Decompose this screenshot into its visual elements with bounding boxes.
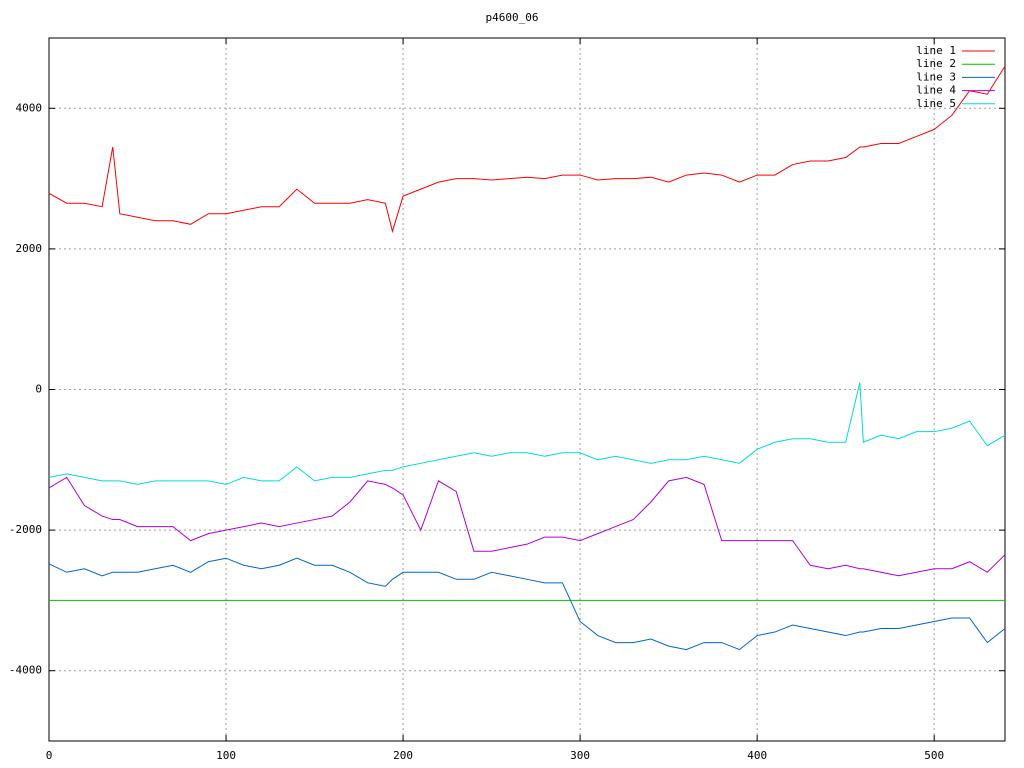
x-tick-label: 500 — [924, 749, 944, 762]
x-tick-label: 200 — [393, 749, 413, 762]
series-line — [48, 382, 1006, 485]
y-tick-label: -4000 — [9, 664, 42, 677]
chart-title: p4600_06 — [486, 11, 539, 24]
x-tick-label: 0 — [46, 749, 53, 762]
x-tick-label: 100 — [216, 749, 236, 762]
y-tick-label: 4000 — [16, 101, 43, 114]
legend-label: line 2 — [916, 57, 956, 70]
series-line — [48, 476, 1006, 577]
y-tick-label: 2000 — [16, 242, 43, 255]
y-tick-label: 0 — [35, 383, 42, 396]
legend-label: line 5 — [916, 97, 956, 110]
series-line — [48, 557, 1006, 651]
x-tick-label: 400 — [747, 749, 767, 762]
legend-label: line 3 — [916, 70, 956, 83]
x-tick-label: 300 — [570, 749, 590, 762]
y-tick-label: -2000 — [9, 523, 42, 536]
legend-label: line 1 — [916, 44, 956, 57]
legend-label: line 4 — [916, 84, 956, 97]
series-line — [48, 65, 1006, 234]
plot-frame — [48, 37, 1006, 742]
